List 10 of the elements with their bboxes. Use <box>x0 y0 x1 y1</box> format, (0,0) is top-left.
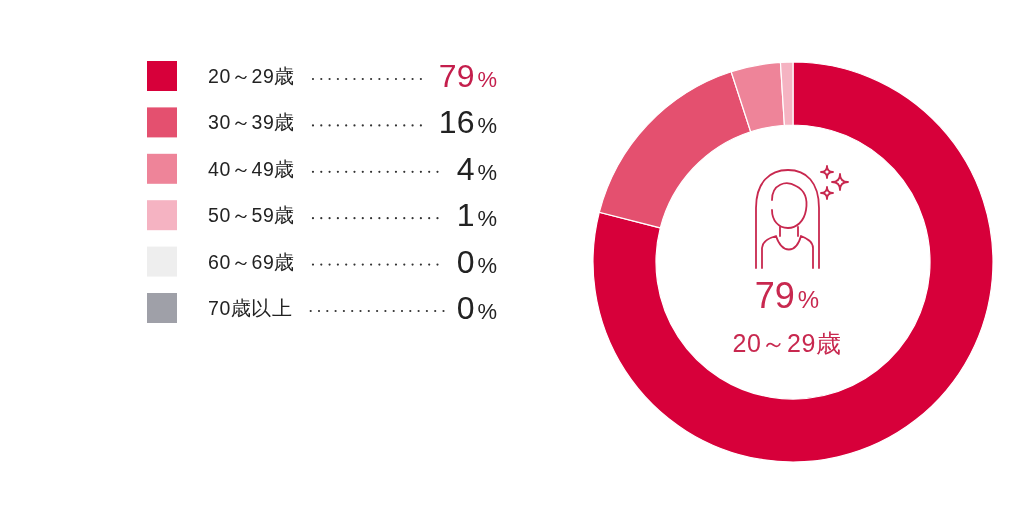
legend-label: 30～39歳 <box>208 111 295 134</box>
legend-label: 50～59歳 <box>208 204 295 227</box>
data-label: 1% <box>456 197 497 234</box>
data-label: 4% <box>456 150 497 187</box>
data-label: 16% <box>438 104 497 141</box>
data-label: 79% <box>438 58 497 94</box>
legend-label: 40～49歳 <box>208 157 295 180</box>
legend-label: 70歳以上 <box>208 297 293 319</box>
legend-label: 20～29歳 <box>208 65 295 87</box>
legend-label: 60～69歳 <box>208 250 295 273</box>
